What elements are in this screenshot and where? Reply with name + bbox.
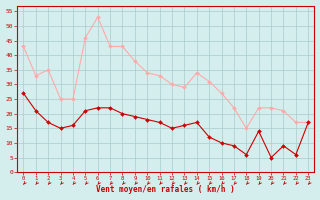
X-axis label: Vent moyen/en rafales ( km/h ): Vent moyen/en rafales ( km/h ) xyxy=(96,185,235,194)
